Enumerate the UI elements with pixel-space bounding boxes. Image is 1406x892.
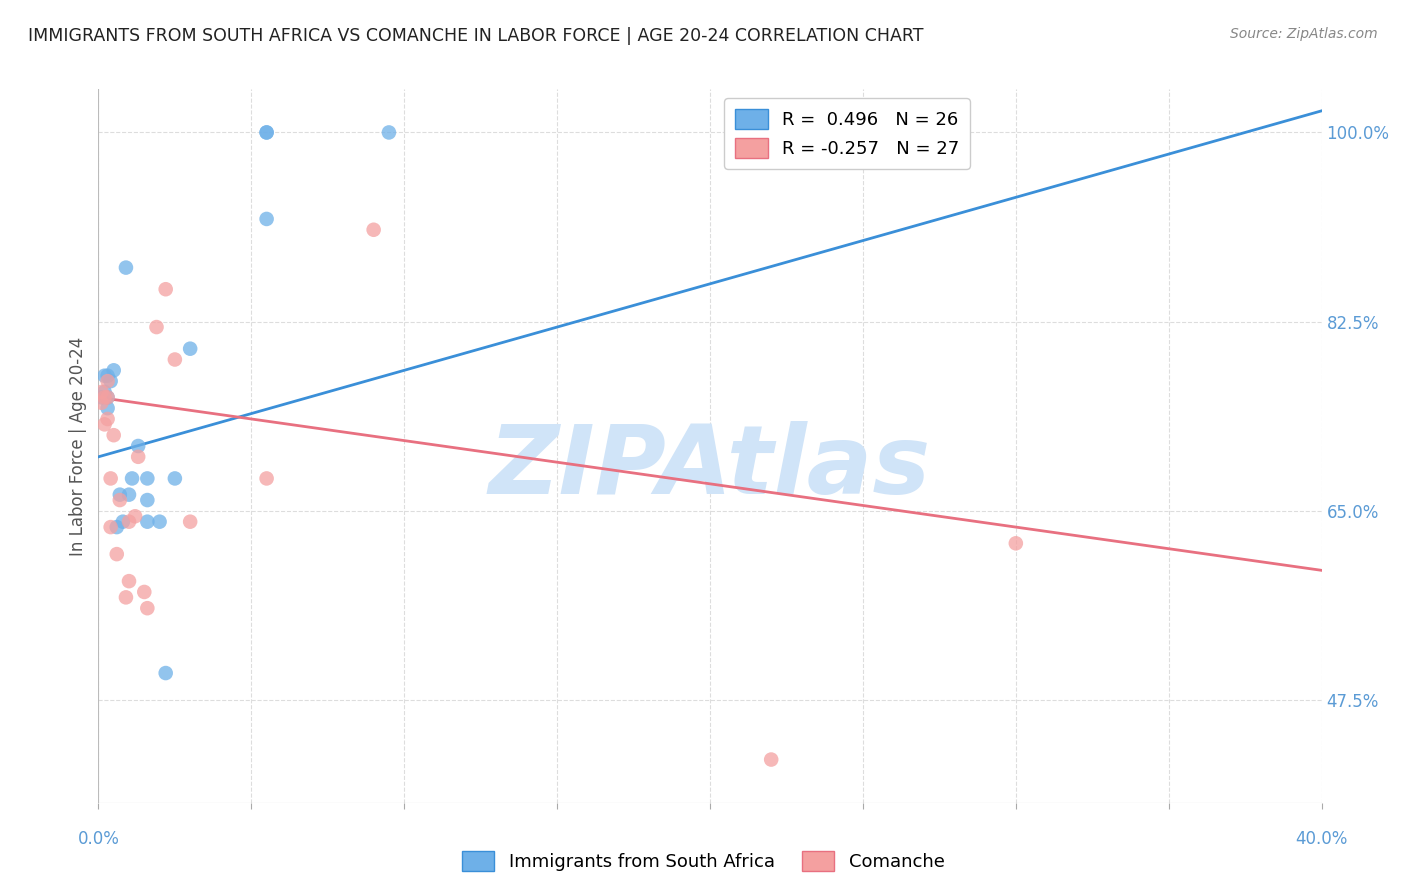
Point [100,520,122,534]
Point [93,417,115,432]
Point [163,471,186,485]
Point [136,493,159,508]
Point [97,390,120,404]
Point [149,515,172,529]
Point [118,515,141,529]
Point [115,260,138,275]
Point [93,368,115,383]
Point [256,125,278,139]
Point [136,515,159,529]
Point [93,384,115,399]
Point [105,520,128,534]
Text: 0.0%: 0.0% [77,830,120,847]
Point [256,125,278,139]
Point [136,601,159,615]
Point [163,352,186,367]
Point [118,574,141,589]
Point [97,412,120,426]
Text: 40.0%: 40.0% [1295,830,1348,847]
Point [256,211,278,226]
Point [124,509,146,524]
Point [90,390,112,404]
Point [93,390,115,404]
Point [108,488,131,502]
Point [97,368,120,383]
Point [103,428,125,442]
Point [111,515,134,529]
Point [155,666,177,681]
Point [97,390,120,404]
Point [121,471,143,485]
Point [100,374,122,388]
Point [118,488,141,502]
Point [1004,536,1026,550]
Point [127,439,149,453]
Point [145,320,167,334]
Legend: Immigrants from South Africa, Comanche: Immigrants from South Africa, Comanche [454,844,952,879]
Point [115,591,138,605]
Point [105,547,128,561]
Point [100,471,122,485]
Point [97,401,120,416]
Text: Source: ZipAtlas.com: Source: ZipAtlas.com [1230,27,1378,41]
Point [136,471,159,485]
Point [103,363,125,377]
Point [363,223,385,237]
Point [90,396,112,410]
Point [179,515,201,529]
Point [155,282,177,296]
Text: ZIPAtlas: ZIPAtlas [489,421,931,514]
Point [179,342,201,356]
Text: IMMIGRANTS FROM SOUTH AFRICA VS COMANCHE IN LABOR FORCE | AGE 20-24 CORRELATION : IMMIGRANTS FROM SOUTH AFRICA VS COMANCHE… [28,27,924,45]
Y-axis label: In Labor Force | Age 20-24: In Labor Force | Age 20-24 [69,336,87,556]
Point [256,471,278,485]
Point [134,585,156,599]
Point [108,493,131,508]
Point [759,753,782,767]
Point [127,450,149,464]
Point [378,125,401,139]
Point [90,384,112,399]
Legend: R =  0.496   N = 26, R = -0.257   N = 27: R = 0.496 N = 26, R = -0.257 N = 27 [724,98,970,169]
Point [97,374,120,388]
